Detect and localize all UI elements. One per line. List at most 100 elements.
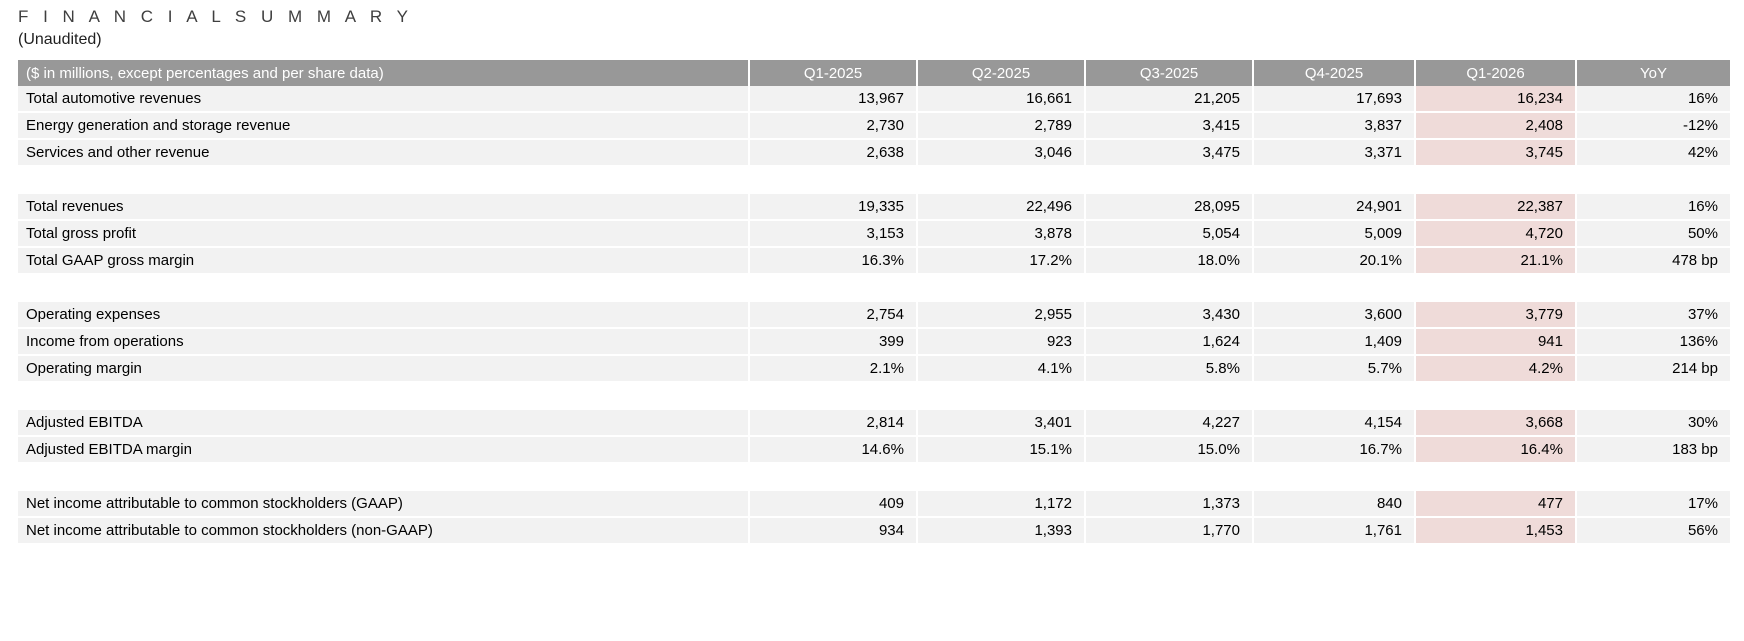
group-separator xyxy=(18,275,1730,302)
header-row: ($ in millions, except percentages and p… xyxy=(18,60,1730,86)
cell-q1-2025: 2,730 xyxy=(748,113,916,140)
cell-q1-2026: 2,408 xyxy=(1414,113,1575,140)
cell-q4-2025: 840 xyxy=(1252,491,1414,518)
header-col-q2-2025: Q2-2025 xyxy=(916,60,1084,86)
table-body: Total automotive revenues 13,967 16,661 21,… xyxy=(18,86,1730,545)
table-row: Income from operations 399 923 1,624 1,409 94… xyxy=(18,329,1730,356)
cell-q4-2025: 5,009 xyxy=(1252,221,1414,248)
cell-q2-2025: 1,393 xyxy=(916,518,1084,545)
row-label: Services and other revenue xyxy=(18,140,748,167)
cell-q1-2025: 2.1% xyxy=(748,356,916,383)
cell-q2-2025: 3,878 xyxy=(916,221,1084,248)
cell-q2-2025: 923 xyxy=(916,329,1084,356)
cell-q1-2025: 2,814 xyxy=(748,410,916,437)
cell-yoy: 16% xyxy=(1575,86,1730,113)
cell-q2-2025: 4.1% xyxy=(916,356,1084,383)
cell-q1-2026: 16,234 xyxy=(1414,86,1575,113)
row-label: Net income attributable to common stockh… xyxy=(18,518,748,545)
group-separator xyxy=(18,464,1730,491)
row-label: Operating expenses xyxy=(18,302,748,329)
cell-q4-2025: 16.7% xyxy=(1252,437,1414,464)
cell-q4-2025: 3,371 xyxy=(1252,140,1414,167)
cell-q2-2025: 17.2% xyxy=(916,248,1084,275)
cell-q3-2025: 3,415 xyxy=(1084,113,1252,140)
cell-yoy: 37% xyxy=(1575,302,1730,329)
cell-q3-2025: 18.0% xyxy=(1084,248,1252,275)
cell-q1-2026: 1,453 xyxy=(1414,518,1575,545)
table-row: Adjusted EBITDA margin 14.6% 15.1% 15.0% 16.… xyxy=(18,437,1730,464)
cell-q4-2025: 20.1% xyxy=(1252,248,1414,275)
cell-q1-2026: 22,387 xyxy=(1414,194,1575,221)
cell-yoy: 50% xyxy=(1575,221,1730,248)
row-label: Net income attributable to common stockh… xyxy=(18,491,748,518)
row-label: Operating margin xyxy=(18,356,748,383)
cell-q1-2026: 4,720 xyxy=(1414,221,1575,248)
table-row: Net income attributable to common stockh… xyxy=(18,491,1730,518)
row-label: Adjusted EBITDA xyxy=(18,410,748,437)
table-header: ($ in millions, except percentages and p… xyxy=(18,60,1730,86)
group-separator-cell xyxy=(18,383,1730,410)
group-separator xyxy=(18,383,1730,410)
row-label: Total gross profit xyxy=(18,221,748,248)
header-col-q3-2025: Q3-2025 xyxy=(1084,60,1252,86)
table-row: Total gross profit 3,153 3,878 5,054 5,009 4,… xyxy=(18,221,1730,248)
cell-q2-2025: 1,172 xyxy=(916,491,1084,518)
cell-q1-2026: 3,668 xyxy=(1414,410,1575,437)
cell-q4-2025: 3,600 xyxy=(1252,302,1414,329)
cell-yoy: 56% xyxy=(1575,518,1730,545)
group-separator xyxy=(18,167,1730,194)
cell-q1-2026: 477 xyxy=(1414,491,1575,518)
cell-q1-2025: 16.3% xyxy=(748,248,916,275)
cell-q4-2025: 17,693 xyxy=(1252,86,1414,113)
group-separator-cell xyxy=(18,275,1730,302)
cell-yoy: 478 bp xyxy=(1575,248,1730,275)
table-row: Total GAAP gross margin 16.3% 17.2% 18.0% 20… xyxy=(18,248,1730,275)
cell-q1-2026: 16.4% xyxy=(1414,437,1575,464)
cell-yoy: -12% xyxy=(1575,113,1730,140)
cell-q3-2025: 28,095 xyxy=(1084,194,1252,221)
cell-q1-2025: 3,153 xyxy=(748,221,916,248)
cell-q2-2025: 3,046 xyxy=(916,140,1084,167)
row-label: Income from operations xyxy=(18,329,748,356)
cell-q4-2025: 5.7% xyxy=(1252,356,1414,383)
cell-yoy: 183 bp xyxy=(1575,437,1730,464)
cell-yoy: 42% xyxy=(1575,140,1730,167)
cell-q1-2026: 3,745 xyxy=(1414,140,1575,167)
table-row: Total revenues 19,335 22,496 28,095 24,901 22… xyxy=(18,194,1730,221)
group-separator-cell xyxy=(18,167,1730,194)
financial-summary-table: ($ in millions, except percentages and p… xyxy=(18,60,1730,545)
cell-q2-2025: 3,401 xyxy=(916,410,1084,437)
cell-q3-2025: 15.0% xyxy=(1084,437,1252,464)
table-row: Energy generation and storage revenue 2,7… xyxy=(18,113,1730,140)
cell-q1-2025: 399 xyxy=(748,329,916,356)
header-units-label: ($ in millions, except percentages and p… xyxy=(18,60,748,86)
table-row: Adjusted EBITDA 2,814 3,401 4,227 4,154 3,668… xyxy=(18,410,1730,437)
cell-q3-2025: 3,475 xyxy=(1084,140,1252,167)
table-row: Operating margin 2.1% 4.1% 5.8% 5.7% 4.2% 214 … xyxy=(18,356,1730,383)
cell-q1-2026: 941 xyxy=(1414,329,1575,356)
group-separator-cell xyxy=(18,464,1730,491)
page-title: F I N A N C I A L S U M M A R Y xyxy=(18,7,413,26)
page-subtitle: (Unaudited) xyxy=(18,31,102,48)
table-row: Total automotive revenues 13,967 16,661 21,… xyxy=(18,86,1730,113)
cell-q3-2025: 5,054 xyxy=(1084,221,1252,248)
cell-yoy: 17% xyxy=(1575,491,1730,518)
cell-q1-2025: 14.6% xyxy=(748,437,916,464)
cell-q2-2025: 15.1% xyxy=(916,437,1084,464)
row-label: Adjusted EBITDA margin xyxy=(18,437,748,464)
table-row: Operating expenses 2,754 2,955 3,430 3,600 3,… xyxy=(18,302,1730,329)
cell-q2-2025: 22,496 xyxy=(916,194,1084,221)
cell-q3-2025: 1,770 xyxy=(1084,518,1252,545)
table-row: Net income attributable to common stockh… xyxy=(18,518,1730,545)
row-label: Total GAAP gross margin xyxy=(18,248,748,275)
row-label: Energy generation and storage revenue xyxy=(18,113,748,140)
cell-q3-2025: 1,624 xyxy=(1084,329,1252,356)
cell-q2-2025: 2,789 xyxy=(916,113,1084,140)
cell-q2-2025: 2,955 xyxy=(916,302,1084,329)
header-col-yoy: YoY xyxy=(1575,60,1730,86)
cell-q1-2026: 3,779 xyxy=(1414,302,1575,329)
cell-yoy: 136% xyxy=(1575,329,1730,356)
cell-q3-2025: 3,430 xyxy=(1084,302,1252,329)
row-label: Total automotive revenues xyxy=(18,86,748,113)
table-row: Services and other revenue 2,638 3,046 3,47… xyxy=(18,140,1730,167)
